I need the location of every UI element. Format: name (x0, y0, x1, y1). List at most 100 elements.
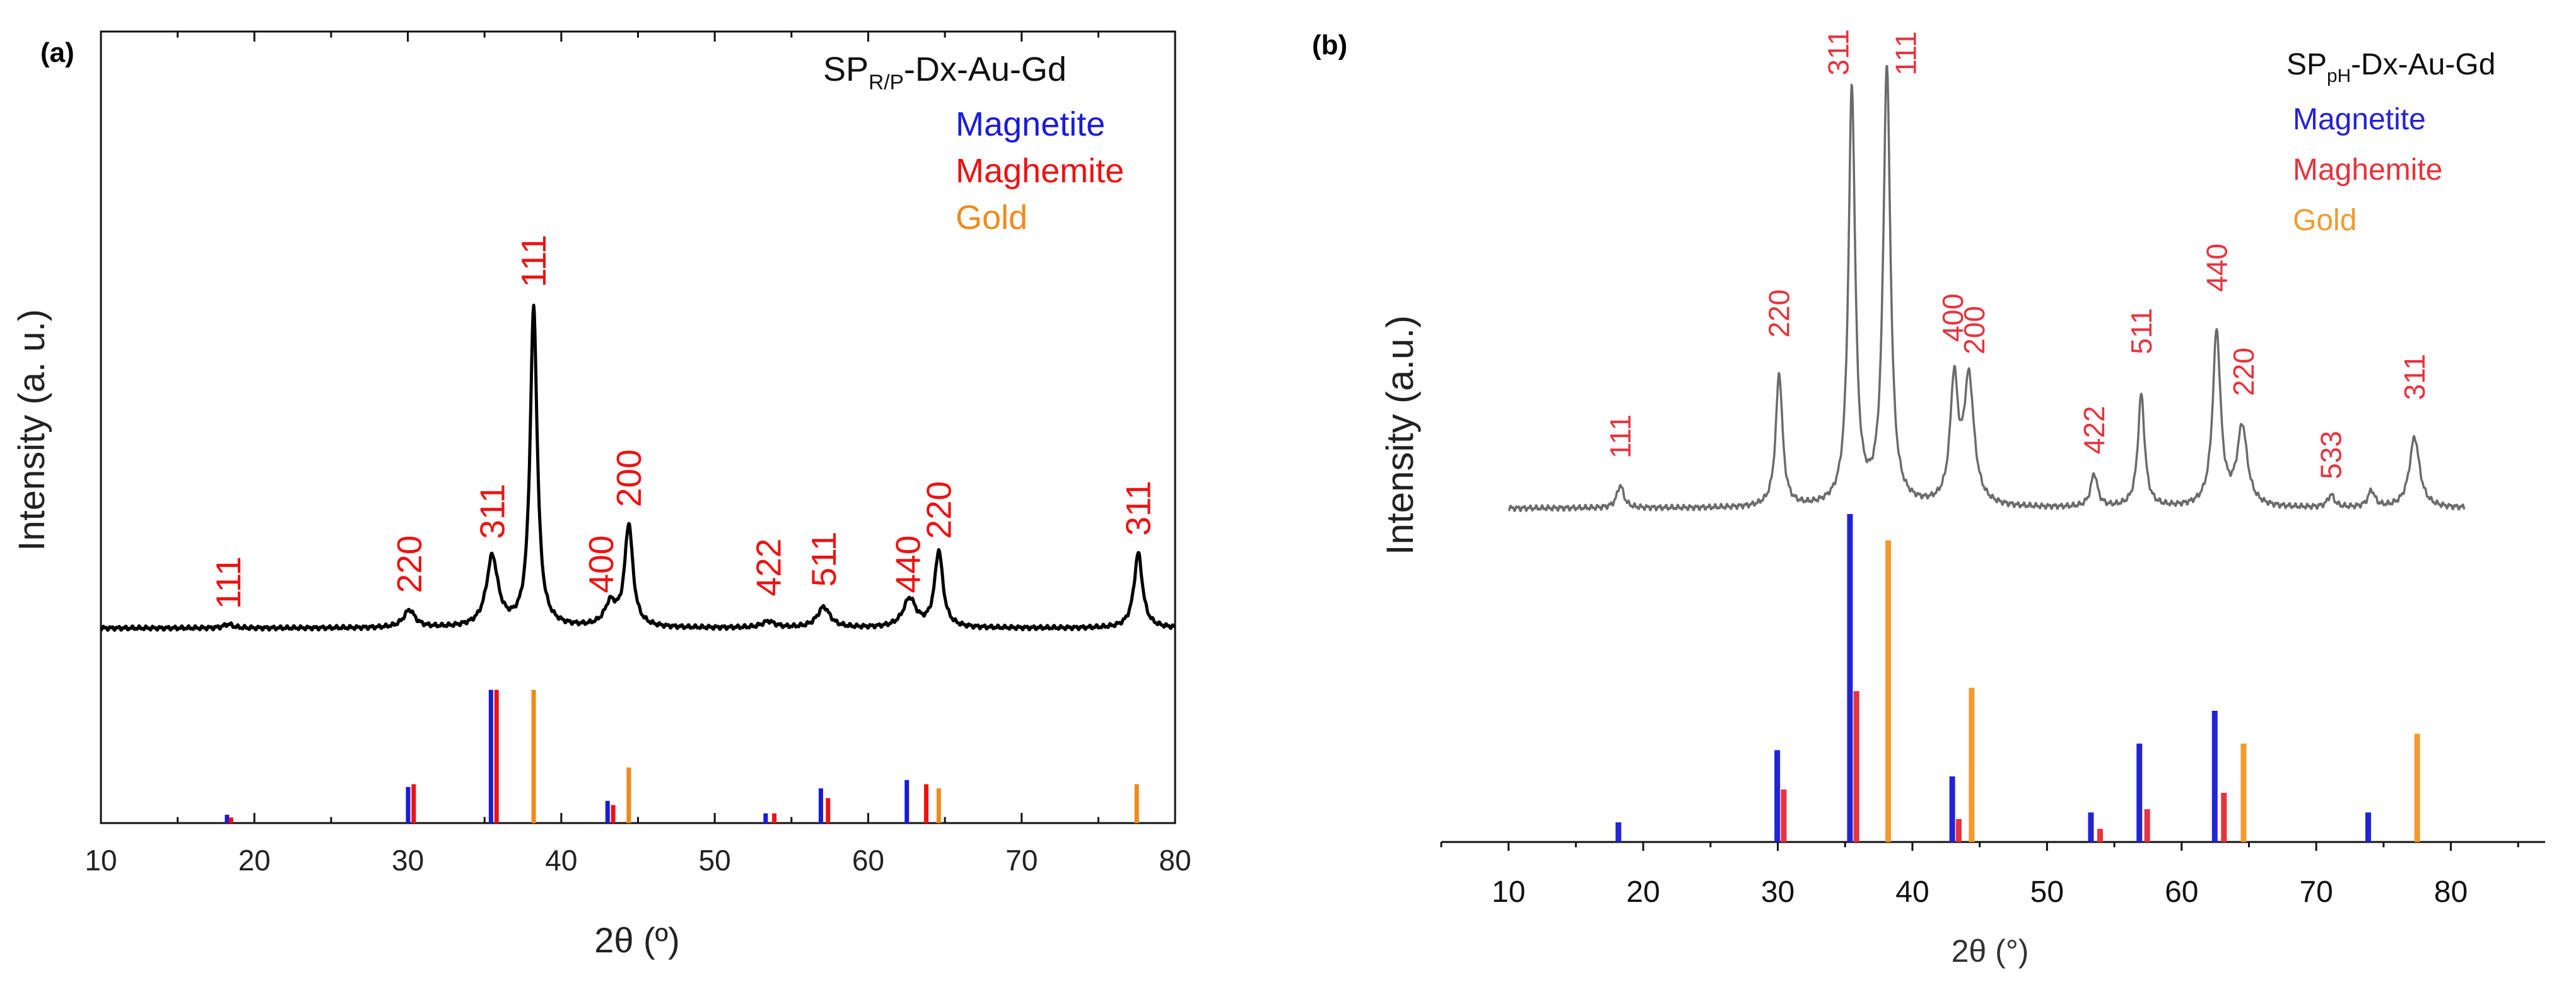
chart-a-hkl-label: 440 (889, 535, 928, 593)
chart-b-x-axis-label: 2θ (°) (1952, 933, 2029, 969)
chart-a-hkl-label: 311 (1119, 481, 1158, 536)
chart-a-x-tick-label: 30 (392, 844, 424, 877)
chart-b-ref-bar-magnetite (2088, 812, 2094, 842)
chart-a-ref-bar-maghemite (494, 689, 499, 823)
chart-b-x-tick-label: 40 (1895, 875, 1929, 909)
chart-b-x-tick-label: 30 (1761, 875, 1794, 909)
chart-a-hkl-label: 220 (919, 481, 958, 539)
chart-a-legend-gold: Gold (956, 199, 1027, 237)
chart-b-x-tick-label: 80 (2434, 875, 2468, 909)
chart-b-hkl-label: 220 (2227, 348, 2260, 396)
chart-a-title-subscript: R/P (869, 71, 904, 95)
chart-b-x-tick-label: 70 (2299, 875, 2333, 909)
chart-b-hkl-label: 533 (2315, 431, 2348, 479)
chart-a-x-axis-label: 2θ (º) (594, 920, 680, 960)
chart-a-x-tick-label: 10 (85, 844, 117, 877)
chart-a-ref-bar-gold (531, 689, 536, 823)
chart-b-title-main: SP (2286, 48, 2327, 81)
chart-b-hkl-label: 111 (1604, 414, 1637, 459)
chart-a-title-main: SP (823, 50, 869, 88)
chart-b-ref-bar-magnetite (2365, 812, 2372, 842)
chart-a-ref-bar-magnetite (905, 780, 910, 823)
chart-b-hkl-label: 422 (2078, 406, 2111, 454)
chart-a-x-tick-label: 40 (545, 844, 577, 877)
chart-b-panel-label: (b) (1312, 30, 1347, 61)
chart-b-ref-bar-magnetite (2136, 744, 2143, 842)
chart-a-hkl-label: 220 (390, 535, 429, 593)
chart-b-hkl-label: 440 (2200, 243, 2233, 292)
chart-b-hkl-label: 400 (1936, 293, 1969, 342)
chart-a-ref-bar-gold (936, 788, 941, 823)
chart-b-ref-bar-magnetite (2211, 711, 2218, 842)
chart-a-title: SPR/P-Dx-Au-Gd (823, 50, 1067, 95)
chart-b-ref-bar-gold (1885, 540, 1892, 842)
chart-a-svg: 10 20 30 40 50 60 70 80 111 220 311 111 400 200 422 511… (11, 30, 1191, 960)
chart-a-x-tick-label: 20 (238, 844, 271, 877)
chart-b-x-tick-label: 10 (1492, 875, 1525, 909)
chart-b-ref-bar-magnetite (1615, 822, 1622, 842)
chart-a-y-axis-label: Intensity (a. u.) (11, 309, 52, 551)
chart-b-ref-bar-maghemite (1853, 691, 1859, 842)
chart-b-ref-bar-maghemite (2097, 829, 2103, 842)
chart-a-plot-frame (100, 30, 1176, 824)
chart-b-title-rest: -Dx-Au-Gd (2351, 48, 2495, 81)
chart-a-ref-bar-maghemite (923, 784, 928, 823)
chart-a-xrd-pattern-line (100, 303, 1176, 632)
chart-b-ref-bar-gold (2240, 744, 2247, 842)
chart-b-x-tick-label: 20 (1626, 875, 1660, 909)
chart-b-ref-bar-maghemite (1955, 819, 1962, 842)
chart-a-ref-bar-magnetite (818, 788, 823, 823)
chart-b-ref-bar-gold (2414, 734, 2420, 842)
chart-a-ref-bar-gold (1134, 784, 1139, 823)
chart-b-y-axis-label: Intensity (a.u.) (1379, 315, 1421, 555)
chart-a-hkl-label: 400 (582, 535, 621, 593)
chart-b-legend-gold: Gold (2293, 204, 2356, 237)
chart-a-ref-bar-magnetite (406, 786, 411, 823)
chart-b-ref-bar-maghemite (2221, 793, 2227, 842)
chart-b-hkl-label: 311 (2398, 354, 2431, 400)
chart-a-ref-bar-maghemite (228, 817, 233, 823)
chart-a-hkl-label: 111 (209, 556, 248, 609)
chart-a-hkl-label: 111 (514, 235, 553, 288)
chart-a-x-tick-label: 50 (699, 844, 731, 877)
chart-b-hkl-label: 511 (2125, 308, 2158, 354)
chart-a-ref-bar-magnetite (488, 689, 493, 823)
chart-panel-a: 10 20 30 40 50 60 70 80 111 220 311 111 400 200 422 511… (0, 0, 1262, 982)
chart-b-ref-bar-maghemite (1781, 789, 1787, 842)
chart-a-x-tick-label: 80 (1159, 844, 1191, 877)
chart-b-x-tick-label: 60 (2165, 875, 2198, 909)
chart-a-title-rest: -Dx-Au-Gd (904, 50, 1067, 88)
chart-a-hkl-label: 311 (472, 484, 512, 539)
chart-a-ref-bar-magnetite (763, 813, 768, 823)
chart-b-x-tick-label: 50 (2030, 875, 2064, 909)
chart-a-x-tick-label: 60 (852, 844, 884, 877)
chart-a-ref-bar-magnetite (605, 800, 610, 823)
chart-b-ref-bar-magnetite (1774, 750, 1781, 842)
chart-a-ref-bar-maghemite (411, 784, 416, 823)
chart-b-hkl-label: 111 (1889, 32, 1922, 76)
chart-a-legend-magnetite: Magnetite (956, 105, 1105, 143)
chart-b-ref-bar-magnetite (1949, 776, 1955, 842)
chart-b-title: SPpH-Dx-Au-Gd (2286, 48, 2495, 86)
chart-a-x-tick-label: 70 (1005, 844, 1038, 877)
chart-b-hkl-label: 220 (1763, 289, 1796, 338)
chart-a-ref-bar-gold (626, 768, 631, 823)
chart-a-hkl-label: 422 (749, 539, 788, 597)
chart-a-ref-bar-magnetite (225, 814, 230, 823)
chart-b-legend-maghemite: Maghemite (2293, 153, 2442, 187)
chart-b-title-subscript: pH (2327, 66, 2351, 86)
chart-b-ref-bar-magnetite (1847, 514, 1853, 842)
chart-a-panel-label: (a) (40, 37, 74, 68)
chart-a-ref-bar-maghemite (826, 798, 831, 823)
chart-b-hkl-label: 311 (1822, 29, 1855, 75)
chart-b-xrd-pattern-line (1508, 65, 2466, 512)
chart-b-ref-bar-maghemite (2144, 809, 2150, 842)
chart-b-legend-magnetite: Magnetite (2293, 103, 2426, 136)
chart-b-ref-bar-gold (1969, 687, 1975, 842)
chart-a-hkl-label: 200 (609, 449, 648, 507)
chart-b-hkl-label: 200 (1958, 306, 1991, 354)
chart-a-hkl-label: 511 (804, 532, 843, 587)
chart-a-legend-maghemite: Maghemite (956, 152, 1124, 190)
chart-panel-b: 10 20 30 40 50 60 70 80 111 220 311 111 400 200 422 511… (1306, 0, 2576, 982)
